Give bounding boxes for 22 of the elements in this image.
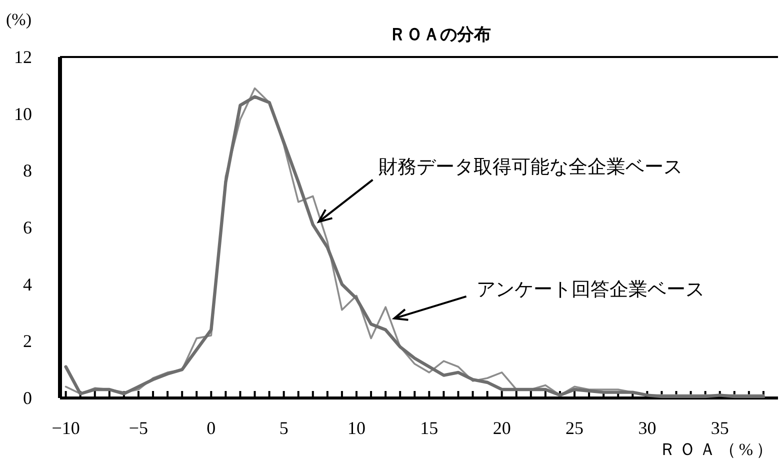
xtick: 30	[638, 418, 656, 438]
xtick: 25	[566, 418, 584, 438]
annotation: アンケート回答企業ベース	[476, 278, 704, 300]
ytick: 4	[23, 274, 32, 294]
annotation: 財務データ取得可能な全企業ベース	[378, 156, 683, 178]
xtick: −10	[52, 418, 80, 438]
xtick: 5	[279, 418, 288, 438]
ytick: 6	[23, 218, 32, 238]
ylabel: (%)	[6, 10, 32, 29]
ytick: 0	[23, 388, 32, 408]
ytick: 12	[14, 47, 32, 67]
ytick: 10	[14, 104, 32, 124]
ytick: 8	[23, 160, 32, 181]
title: ＲＯＡの分布	[389, 25, 491, 45]
xtick: 35	[710, 418, 729, 438]
xlabel: ＲＯＡ（%）	[658, 440, 776, 459]
xtick: 20	[492, 418, 511, 438]
xtick: 15	[420, 418, 438, 438]
ytick: 2	[23, 331, 32, 352]
xtick: 0	[206, 418, 216, 438]
xtick: 10	[348, 418, 366, 438]
xtick: −5	[128, 418, 148, 438]
